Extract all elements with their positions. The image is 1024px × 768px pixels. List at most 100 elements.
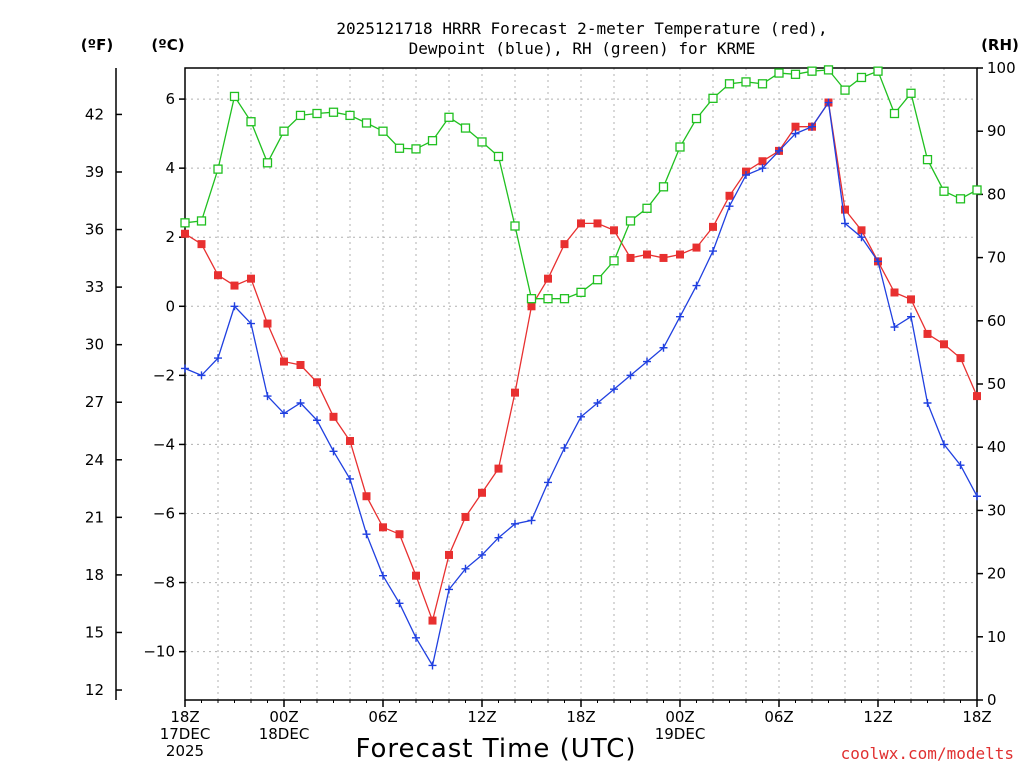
temperature-point <box>362 492 371 501</box>
rh-point <box>922 154 933 165</box>
temperature-point <box>610 226 618 235</box>
rh-tick-label: 70 <box>987 249 1006 267</box>
rh-tick-label: 40 <box>987 438 1006 456</box>
temperature-point <box>395 530 404 539</box>
dewpoint-point <box>874 257 882 266</box>
dewpoint-point <box>181 364 189 373</box>
x-tick-label: 00Z <box>269 708 298 726</box>
temperature-point <box>428 616 437 625</box>
rh-point <box>493 151 504 162</box>
dewpoint-point <box>577 412 585 421</box>
rh-point <box>609 256 619 266</box>
dewpoint-point <box>709 247 717 256</box>
rh-point <box>972 185 982 195</box>
dewpoint-point <box>692 281 701 290</box>
rh-point <box>196 216 207 226</box>
temperature-point <box>907 295 915 304</box>
series-line-1 <box>184 100 978 668</box>
celsius-tick-label: 0 <box>165 297 175 315</box>
dewpoint-point <box>445 585 453 594</box>
x-axis-label: Forecast Time (UTC) <box>355 734 636 764</box>
temperature-point <box>923 329 932 338</box>
fahrenheit-tick-label: 27 <box>85 393 104 411</box>
rh-point <box>444 112 454 122</box>
rh-point <box>757 79 768 89</box>
fahrenheit-tick-label: 36 <box>85 221 104 239</box>
temperature-point <box>379 523 387 532</box>
rh-point <box>279 126 289 136</box>
temperature-point <box>758 157 767 166</box>
rh-tick-label: 0 <box>987 691 997 709</box>
temperature-point <box>560 240 569 249</box>
temperature-point <box>692 243 701 252</box>
rh-tick-label: 90 <box>987 122 1006 140</box>
rh-point <box>262 158 273 168</box>
temperature-point <box>478 488 486 497</box>
x-tick-label: 18Z <box>566 708 595 726</box>
rh-point <box>394 143 405 153</box>
rh-point <box>526 294 537 304</box>
rh-point <box>592 275 603 285</box>
rh-point <box>213 164 223 174</box>
dewpoint-point <box>280 409 288 418</box>
celsius-tick-label: −6 <box>153 505 175 523</box>
dewpoint-point <box>428 661 437 670</box>
dewpoint-point <box>775 146 783 155</box>
dewpoint-point <box>478 550 486 559</box>
fahrenheit-tick-label: 21 <box>85 508 104 526</box>
rh-point <box>246 117 256 127</box>
dewpoint-point <box>494 533 503 542</box>
x-tick-label: 17DEC <box>160 725 211 743</box>
rh-point <box>427 136 438 146</box>
rh-point <box>955 194 966 204</box>
dewpoint-point <box>346 474 354 483</box>
dewpoint-point <box>313 416 321 425</box>
chart-title-line-1: 2025121718 HRRR Forecast 2-meter Tempera… <box>336 19 827 38</box>
dewpoint-point <box>626 371 635 380</box>
rh-point <box>840 85 850 95</box>
dewpoint-point <box>659 343 668 352</box>
gridlines <box>185 68 977 700</box>
rh-point <box>559 294 570 304</box>
dewpoint-point <box>412 633 420 642</box>
rh-point <box>889 108 900 119</box>
dewpoint-point <box>247 319 255 328</box>
rh-tick-label: 60 <box>987 312 1006 330</box>
dewpoint-point <box>841 219 849 228</box>
dewpoint-point <box>197 371 206 380</box>
rh-point <box>411 144 421 154</box>
temperature-point <box>890 288 899 297</box>
x-tick-label: 12Z <box>467 708 496 726</box>
dewpoint-point <box>296 398 305 407</box>
rh-point <box>543 294 553 304</box>
rh-tick-label: 30 <box>987 501 1006 519</box>
rh-unit-label: (RH) <box>981 36 1019 54</box>
temperature-point <box>709 222 717 231</box>
dewpoint-point <box>907 312 915 321</box>
x-tick-label: 19DEC <box>655 725 706 743</box>
rh-tick-label: 50 <box>987 375 1006 393</box>
dewpoint-point <box>890 323 899 332</box>
dewpoint-point <box>395 599 404 608</box>
rh-point <box>708 93 718 103</box>
rh-tick-label: 80 <box>987 185 1006 203</box>
temperature-point <box>956 354 965 363</box>
dewpoint-point <box>758 164 767 173</box>
temperature-point <box>973 392 981 401</box>
rh-point <box>856 72 867 83</box>
temperature-point <box>544 274 552 283</box>
temperature-point <box>461 512 470 521</box>
rh-point <box>691 113 702 124</box>
dewpoint-point <box>230 302 239 311</box>
temperature-point <box>940 340 948 349</box>
axes: −10−8−6−4−202461215182124273033363942010… <box>85 59 1016 760</box>
temperature-point <box>329 412 338 421</box>
rh-point <box>790 69 801 79</box>
credit-text: coolwx.com/modelts <box>841 744 1014 763</box>
rh-point <box>361 118 372 128</box>
dewpoint-point <box>214 354 222 363</box>
dewpoint-point <box>940 440 948 449</box>
rh-point <box>460 123 471 133</box>
fahrenheit-tick-label: 42 <box>85 105 104 123</box>
